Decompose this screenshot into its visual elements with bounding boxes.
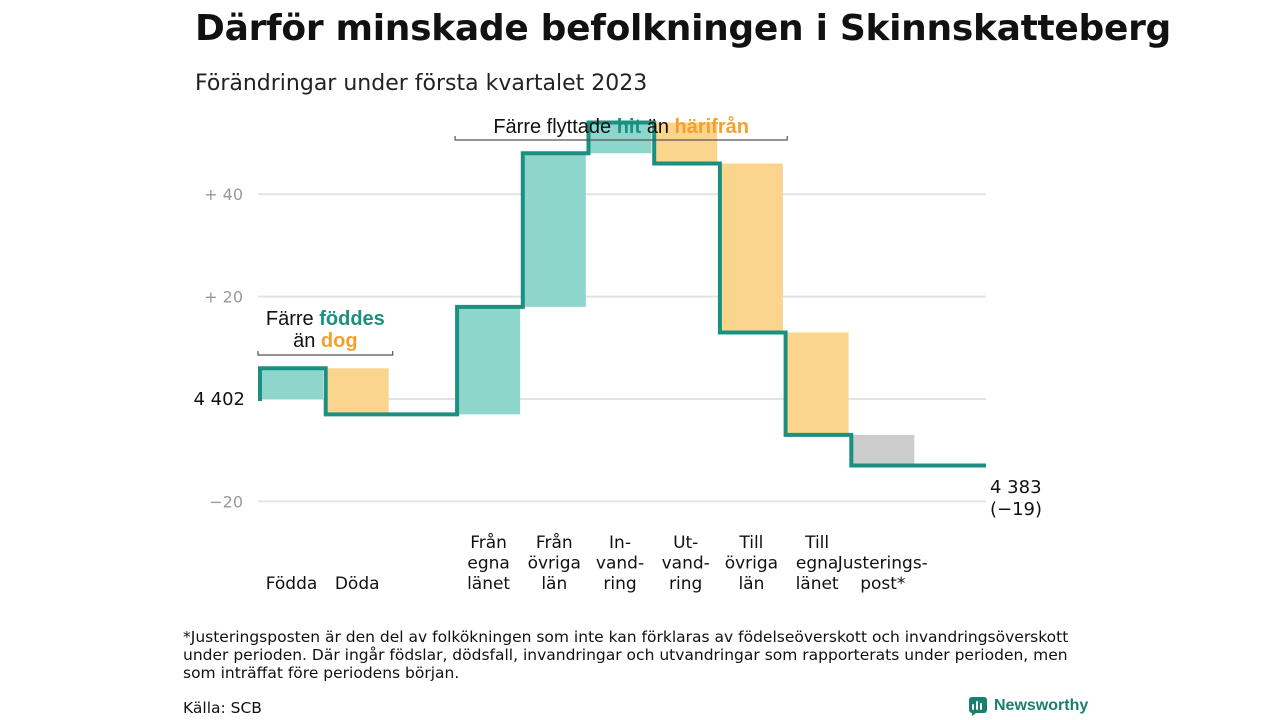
category-label: Döda: [335, 574, 380, 594]
category-label: Från: [536, 532, 573, 553]
brand-logo[interactable]: Newsworthy: [968, 696, 1088, 716]
annotation-bracket: [257, 351, 394, 356]
category-label: övriga: [528, 554, 581, 574]
annotation-migration: Färre flyttade hit än härifrån: [493, 115, 749, 138]
y-tick-label: + 20: [204, 288, 243, 307]
category-label: ring: [669, 574, 702, 594]
category-label: länet: [796, 574, 839, 594]
bar-till-egna-länet: [785, 332, 849, 435]
bar-födda: [260, 368, 323, 399]
category-label: Ut-: [673, 533, 698, 553]
bar-till-övriga-län: [719, 163, 783, 333]
end-value-label: 4 383: [990, 477, 1042, 498]
category-label: län: [541, 574, 567, 594]
category-label: ring: [603, 574, 636, 594]
category-label: Till: [738, 533, 763, 553]
category-label: länet: [467, 574, 510, 594]
source-label: Källa: SCB: [183, 699, 262, 717]
category-label: In-: [609, 533, 631, 553]
category-label: egna: [467, 554, 509, 574]
category-label: Till: [804, 533, 829, 553]
y-tick-label: −20: [209, 492, 243, 511]
bar-från-egna-länet: [457, 306, 521, 415]
category-label: övriga: [725, 554, 778, 574]
bar-döda: [325, 368, 389, 415]
bar-in-vandring: [588, 122, 652, 154]
category-label: post*: [860, 574, 905, 594]
bar-justeringspost-: [851, 434, 915, 466]
chart-subtitle: Förändringar under första kvartalet 2023: [195, 71, 648, 96]
chart-title: Därför minskade befolkningen i Skinnskat…: [195, 8, 1172, 49]
newsworthy-logo-icon: [969, 697, 987, 716]
category-label: Från: [470, 532, 507, 553]
cumulative-step-line: [258, 120, 986, 468]
annotation-births-deaths-line2: än dog: [293, 330, 357, 352]
end-change-label: (−19): [990, 499, 1042, 520]
category-label: Födda: [266, 574, 318, 594]
category-label: vand-: [596, 554, 644, 574]
annotation-births-deaths-line1: Färre föddes: [266, 308, 385, 330]
category-label: egna: [796, 554, 838, 574]
category-label: vand-: [662, 554, 710, 574]
bar-ut-vandring: [654, 122, 718, 164]
category-label: Justerings-: [837, 554, 928, 574]
start-value-label: 4 402: [193, 389, 245, 410]
annotation-bracket: [454, 136, 788, 141]
footnote: *Justeringsposten är den del av folkökni…: [183, 628, 1069, 682]
category-label: län: [738, 574, 764, 594]
brand-name: Newsworthy: [994, 697, 1089, 714]
bar-från-övriga-län: [522, 153, 586, 307]
y-tick-label: + 40: [204, 185, 243, 204]
